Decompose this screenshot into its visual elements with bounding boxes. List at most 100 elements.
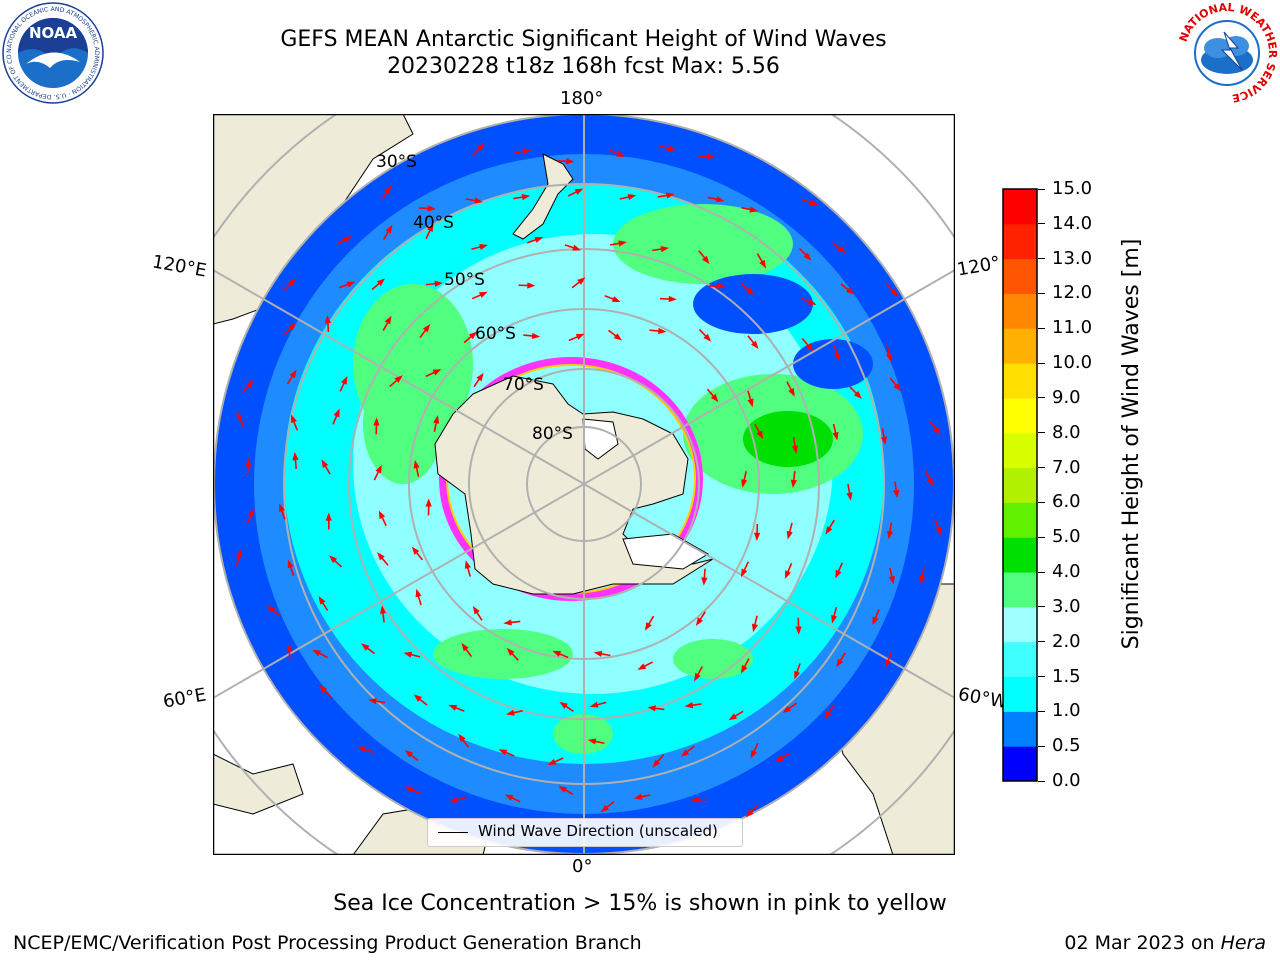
- wave-arrow-head: [834, 352, 840, 362]
- wave-arrow-head: [236, 411, 243, 420]
- wave-arrow-head: [384, 185, 392, 194]
- wave-arrow-head: [790, 479, 797, 489]
- colorbar-segment: [1003, 467, 1037, 503]
- wave-arrow-head: [694, 672, 701, 682]
- wave-arrow-head: [288, 322, 297, 331]
- colorbar-tick-mark: [1038, 362, 1045, 364]
- wave-arrow-head: [506, 647, 515, 656]
- chart-title: GEFS MEAN Antarctic Significant Height o…: [280, 27, 887, 52]
- wave-arrow-head: [616, 150, 625, 158]
- wave-arrow-head: [831, 614, 838, 624]
- wave-arrow-head: [695, 617, 704, 626]
- wave-arrow-head: [756, 430, 764, 440]
- nws-logo: NATIONAL WEATHER SERVICE: [1177, 2, 1278, 104]
- wave-arrow-head: [289, 369, 297, 379]
- colorbar-tick-mark: [1038, 606, 1045, 608]
- wave-arrow-head: [886, 353, 893, 362]
- wave-arrow-head: [422, 324, 431, 333]
- wave-arrow-head: [404, 749, 414, 758]
- colorbar-tick-label: 8.0: [1052, 421, 1081, 443]
- colorbar-tick-label: 0.5: [1052, 735, 1081, 757]
- wave-arrow-head: [361, 643, 370, 651]
- colorbar-tick-mark: [1038, 223, 1045, 225]
- wave-arrow-head: [403, 651, 413, 658]
- wave-arrow-head: [319, 685, 328, 693]
- wave-arrow-head: [745, 809, 754, 818]
- colorbar-tick-mark: [1038, 258, 1045, 260]
- footer-date: 02 Mar 2023 on Hera: [1064, 932, 1266, 954]
- wave-arrow-head: [312, 649, 322, 657]
- colorbar-segment: [1003, 606, 1037, 643]
- wave-arrow-head: [680, 749, 690, 757]
- lat-label-60s: 60°S: [475, 324, 516, 344]
- wave-arrow-head: [741, 479, 748, 488]
- lat-label-40s: 40°S: [413, 213, 454, 233]
- wave-arrow-head: [684, 702, 694, 709]
- colorbar-tick-label: 5.0: [1052, 526, 1081, 548]
- wave-arrow-head: [385, 224, 393, 234]
- wind-wave-arrows: [235, 143, 942, 818]
- colorbar-title: Significant Height of Wind Waves [m]: [1119, 238, 1144, 650]
- wave-arrow-head: [468, 331, 478, 340]
- wave-arrow-head: [846, 492, 853, 501]
- wave-arrow-head: [411, 546, 420, 555]
- wave-arrow-head: [740, 664, 748, 674]
- colorbar-tick-mark: [1038, 571, 1045, 573]
- wave-arrow-head: [415, 588, 422, 598]
- colorbar-segment: [1003, 397, 1037, 434]
- wave-arrow-head: [807, 298, 817, 305]
- polar-map: [213, 114, 955, 855]
- wave-arrow-head: [835, 569, 842, 579]
- colorbar-tick-label: 4.0: [1052, 561, 1081, 583]
- wave-arrow-head: [479, 291, 488, 298]
- colorbar-tick-mark: [1038, 432, 1045, 434]
- colorbar-segment: [1003, 189, 1037, 225]
- wave-arrow-head: [279, 503, 285, 513]
- wave-arrow-head: [893, 489, 900, 499]
- wave-arrow-head: [461, 642, 469, 652]
- wave-arrow-head: [593, 650, 603, 657]
- lon-label-120w: 120°: [955, 252, 1002, 281]
- wave-arrow-head: [701, 577, 708, 586]
- colorbar-tick-label: 12.0: [1052, 282, 1093, 304]
- wave-arrow-head: [658, 327, 667, 335]
- wave-arrow-head: [890, 288, 899, 297]
- wave-arrow-head: [384, 315, 392, 325]
- wave-arrow-head: [329, 555, 338, 564]
- wave-arrow-head: [288, 278, 297, 287]
- wave-arrow-head: [427, 205, 436, 212]
- wave-arrow-head: [782, 705, 792, 713]
- colorbar-tick-label: 7.0: [1052, 456, 1081, 478]
- wave-arrow-head: [506, 709, 515, 716]
- wave-arrow-head: [498, 749, 508, 756]
- wave-arrow-head: [503, 619, 512, 626]
- wave-arrow-head: [791, 445, 799, 454]
- wave-arrow-head: [747, 398, 754, 408]
- colorbar-tick-mark: [1038, 745, 1045, 747]
- wave-arrow-head: [832, 431, 839, 441]
- wave-arrow-head: [558, 786, 567, 793]
- wave-arrow-head: [379, 605, 387, 614]
- legend-label: Wind Wave Direction (unscaled): [478, 822, 718, 840]
- wave-arrow-head: [613, 333, 623, 341]
- wave-arrow-head: [325, 512, 332, 521]
- footer-host: Hera: [1220, 932, 1266, 954]
- wave-arrow-head: [566, 158, 575, 165]
- wave-arrow-head: [667, 145, 677, 152]
- wave-arrow-head: [464, 560, 471, 569]
- wave-arrow-head: [644, 622, 652, 631]
- wave-arrow-head: [527, 282, 536, 289]
- colorbar-tick-mark: [1038, 327, 1045, 329]
- wave-arrow-head: [666, 192, 675, 199]
- noaa-logo: NATIONAL OCEANIC AND ATMOSPHERIC ADMINIS…: [2, 2, 104, 104]
- lat-label-50s: 50°S: [444, 270, 485, 290]
- wave-arrow-head: [368, 698, 377, 705]
- colorbar-segment: [1003, 502, 1037, 538]
- colorbar-tick-label: 9.0: [1052, 386, 1081, 408]
- wave-arrow-head: [346, 281, 356, 288]
- wave-arrow-head: [324, 315, 331, 324]
- wave-arrow-head: [474, 197, 483, 204]
- map-frame: [213, 114, 955, 855]
- wave-arrow-head: [521, 194, 531, 201]
- wave-arrow-head: [753, 532, 761, 541]
